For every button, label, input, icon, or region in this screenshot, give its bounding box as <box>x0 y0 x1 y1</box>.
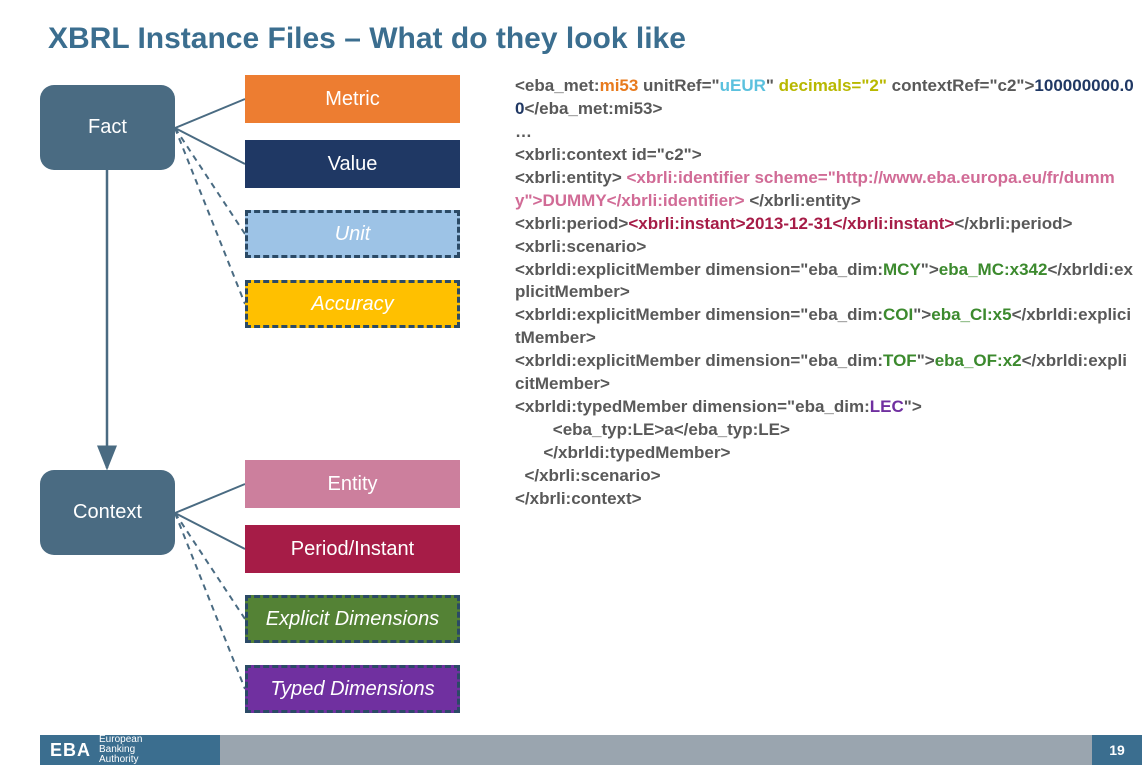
code-scenario-open: <xbrli:scenario> <box>515 236 1135 259</box>
diagram-area: Fact Context Metric Value Unit Accuracy … <box>40 75 510 725</box>
node-unit: Unit <box>245 210 460 258</box>
t: </eba_met:mi53> <box>524 99 662 118</box>
code-tag-mi53: mi53 <box>600 76 639 95</box>
code-unit: uEUR <box>720 76 766 95</box>
t: TOF <box>883 351 917 370</box>
node-fact: Fact <box>40 85 175 170</box>
code-exp1: <xbrldi:explicitMember dimension="eba_di… <box>515 259 1135 305</box>
code-ctx-open: <xbrli:context id="c2"> <box>515 144 1135 167</box>
footer-brand-full: EuropeanBankingAuthority <box>99 735 142 765</box>
node-context: Context <box>40 470 175 555</box>
t: "> <box>913 305 931 324</box>
code-entity: <xbrli:entity> <xbrli:identifier scheme=… <box>515 167 1135 213</box>
t: "> <box>921 260 939 279</box>
t: unitRef=" <box>638 76 719 95</box>
node-metric: Metric <box>245 75 460 123</box>
footer-brand-abbr: EBA <box>50 740 91 761</box>
t: <xbrldi:explicitMember dimension="eba_di… <box>515 260 883 279</box>
t: contextRef="c2"> <box>887 76 1034 95</box>
code-ellipsis: … <box>515 121 1135 144</box>
footer-bar: EBA EuropeanBankingAuthority 19 <box>40 735 1142 765</box>
node-typed: Typed Dimensions <box>245 665 460 713</box>
t: <xbrldi:explicitMember dimension="eba_di… <box>515 305 883 324</box>
code-ctx-close: </xbrli:context> <box>515 488 1135 511</box>
t: </xbrli:entity> <box>745 191 861 210</box>
code-line-fact: <eba_met:mi53 unitRef="uEUR" decimals="2… <box>515 75 1135 121</box>
t: <eba_met: <box>515 76 600 95</box>
code-exp3: <xbrldi:explicitMember dimension="eba_di… <box>515 350 1135 396</box>
t: <xbrli:period> <box>515 214 628 233</box>
t: <xbrldi:explicitMember dimension="eba_di… <box>515 351 883 370</box>
node-value: Value <box>245 140 460 188</box>
node-explicit: Explicit Dimensions <box>245 595 460 643</box>
code-typed-open: <xbrldi:typedMember dimension="eba_dim:L… <box>515 396 1135 419</box>
code-instant: <xbrli:instant>2013-12-31</xbrli:instant… <box>628 214 954 233</box>
code-scenario-close: </xbrli:scenario> <box>515 465 1135 488</box>
t: </xbrli:period> <box>954 214 1072 233</box>
t: <xbrldi:typedMember dimension="eba_dim: <box>515 397 870 416</box>
code-typed-close: </xbrldi:typedMember> <box>515 442 1135 465</box>
t: LEC <box>870 397 904 416</box>
code-sample: <eba_met:mi53 unitRef="uEUR" decimals="2… <box>515 75 1135 511</box>
footer-brand: EBA EuropeanBankingAuthority <box>40 735 220 765</box>
t: MCY <box>883 260 921 279</box>
t: " <box>766 76 779 95</box>
t: "> <box>917 351 935 370</box>
node-accuracy: Accuracy <box>245 280 460 328</box>
node-period: Period/Instant <box>245 525 460 573</box>
node-entity: Entity <box>245 460 460 508</box>
slide-title: XBRL Instance Files – What do they look … <box>48 22 686 56</box>
code-typed-inner: <eba_typ:LE>a</eba_typ:LE> <box>515 419 1135 442</box>
code-exp2: <xbrldi:explicitMember dimension="eba_di… <box>515 304 1135 350</box>
t: eba_MC:x342 <box>939 260 1048 279</box>
code-decimals: decimals="2" <box>779 76 887 95</box>
t: eba_OF:x2 <box>935 351 1022 370</box>
t: "> <box>904 397 922 416</box>
t: eba_CI:x5 <box>931 305 1011 324</box>
code-period: <xbrli:period><xbrli:instant>2013-12-31<… <box>515 213 1135 236</box>
t: COI <box>883 305 913 324</box>
t: <xbrli:entity> <box>515 168 626 187</box>
footer-page-number: 19 <box>1092 735 1142 765</box>
